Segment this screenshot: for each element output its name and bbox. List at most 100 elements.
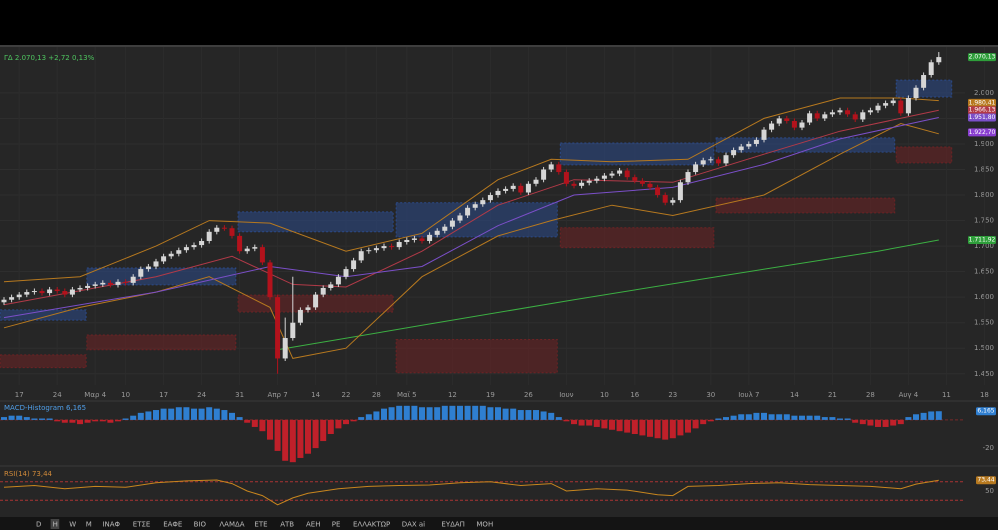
x-tick-label: 10: [121, 391, 130, 399]
candle-body: [39, 291, 45, 294]
histogram-bar: [251, 419, 258, 427]
candle-body: [442, 226, 448, 231]
toolbar-item[interactable]: ΑΤΒ: [280, 521, 294, 529]
candle-body: [753, 139, 759, 144]
candle-body: [814, 113, 820, 119]
toolbar-item[interactable]: ΙΝΑΦ: [102, 521, 120, 529]
candle-body: [69, 289, 75, 295]
candle-body: [24, 292, 30, 295]
toolbar-item[interactable]: ΕΑΦΕ: [163, 521, 182, 529]
histogram-bar: [61, 419, 68, 423]
histogram-bar: [403, 405, 410, 420]
candle-body: [297, 309, 303, 323]
candle-body: [852, 114, 858, 120]
toolbar-item[interactable]: ΕΤΕ: [254, 521, 267, 529]
price-tag-label: 2.070,13: [969, 54, 996, 61]
ticker-info: ΓΔ 2.070,13 +2,72 0,13%: [4, 54, 95, 62]
price-tag-label: 1.711,92: [969, 237, 996, 244]
histogram-bar: [282, 419, 289, 461]
toolbar-item[interactable]: ΛΑΜΔΑ: [219, 521, 244, 529]
toolbar-item[interactable]: ΑΕΗ: [306, 521, 320, 529]
candle-body: [579, 182, 585, 186]
toolbar-item[interactable]: H: [53, 521, 58, 529]
histogram-bar: [1, 417, 7, 420]
candle-body: [206, 231, 212, 241]
price-tag: [968, 113, 996, 122]
candle-body: [662, 195, 668, 203]
zone: [86, 267, 237, 286]
x-tick-label: Απρ 7: [268, 391, 288, 399]
toolbar-item[interactable]: ΕΛΛΑΚΤΩΡ: [353, 521, 390, 529]
toolbar-item[interactable]: ΕΤΣΕ: [133, 521, 151, 529]
candle-body: [495, 190, 501, 196]
histogram-bar: [191, 408, 197, 420]
candle-body: [556, 164, 562, 173]
candle-body: [571, 183, 577, 186]
macd-tag-label: 6,165: [977, 408, 994, 415]
toolbar-item[interactable]: M: [86, 521, 92, 529]
histogram-bar: [221, 410, 228, 420]
rsi-tag: [976, 476, 996, 485]
histogram-bar: [685, 419, 691, 433]
macd-tag: [976, 407, 996, 416]
overlay-line: [3, 122, 939, 359]
candle-body: [237, 235, 243, 252]
candle-body: [85, 285, 91, 288]
histogram-bar: [213, 408, 220, 420]
candle-body: [928, 62, 934, 76]
zone: [895, 146, 953, 164]
histogram-bar: [358, 417, 365, 420]
candle-body: [313, 294, 319, 308]
histogram-bar: [274, 419, 281, 451]
histogram-bar: [289, 419, 296, 463]
toolbar-item[interactable]: DAX ai: [402, 521, 425, 529]
histogram-bar: [122, 418, 129, 420]
zone: [86, 334, 237, 351]
candle-body: [685, 172, 691, 183]
candle-body: [731, 150, 737, 156]
toolbar-item[interactable]: W: [69, 521, 76, 529]
candle-body: [115, 281, 121, 285]
histogram-bar: [229, 412, 235, 420]
histogram-bar: [8, 415, 15, 420]
candle-body: [389, 246, 395, 248]
candle-body: [343, 269, 349, 277]
toolbar-item[interactable]: ΒΙΟ: [194, 521, 207, 529]
candle-body: [655, 187, 661, 196]
histogram-bar: [236, 417, 243, 420]
histogram-bar: [571, 419, 577, 425]
histogram-bar: [495, 407, 501, 420]
histogram-bar: [145, 411, 152, 420]
candle-body: [229, 228, 235, 236]
toolbar-item[interactable]: D: [36, 521, 41, 529]
histogram-bar: [350, 419, 357, 422]
toolbar-item[interactable]: ΜΟΗ: [476, 521, 493, 529]
candle-body: [472, 204, 478, 208]
histogram-bar: [115, 419, 121, 422]
candle-body: [541, 169, 547, 180]
overlay-line: [277, 239, 939, 351]
histogram-bar: [312, 419, 319, 449]
histogram-bar: [472, 405, 479, 420]
toolbar-item[interactable]: ΕΥΔΑΠ: [441, 521, 465, 529]
price-tag-label: 1.966,13: [969, 107, 996, 114]
histogram-bar: [23, 417, 30, 420]
toolbar-item[interactable]: ΡΕ: [332, 521, 341, 529]
histogram-bar: [168, 408, 175, 420]
x-tick-label: 30: [706, 391, 715, 399]
histogram-bar: [411, 405, 418, 420]
candle-body: [883, 103, 889, 106]
x-tick-label: 18: [980, 391, 989, 399]
histogram-bar: [502, 408, 509, 420]
candle-body: [738, 146, 744, 151]
candle-body: [138, 269, 144, 277]
candle-body: [480, 200, 486, 205]
histogram-bar: [692, 419, 699, 429]
price-tag: [968, 128, 996, 137]
histogram-bar: [46, 418, 53, 420]
candle-body: [107, 282, 113, 285]
candle-body: [822, 114, 828, 119]
histogram-bar: [540, 411, 547, 420]
candle-body: [419, 238, 425, 241]
candle-body: [632, 177, 638, 181]
